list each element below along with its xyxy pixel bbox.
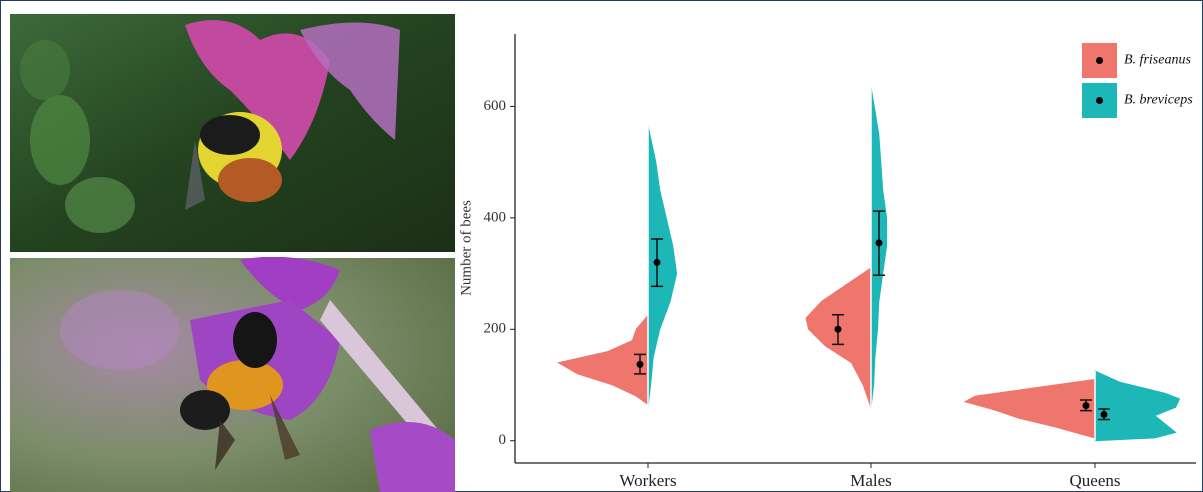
mean-point — [1082, 402, 1090, 410]
legend-label: B. friseanus — [1124, 53, 1191, 68]
violin-half — [963, 378, 1096, 439]
x-tick-label: Males — [850, 471, 892, 490]
violin-half — [1094, 370, 1181, 442]
y-axis-label: Number of bees — [458, 200, 474, 296]
photo-top — [10, 14, 455, 252]
y-tick-label: 600 — [484, 98, 507, 114]
mean-point — [636, 360, 644, 368]
mean-point — [875, 239, 883, 247]
x-tick-label: Queens — [1070, 471, 1121, 490]
x-tick-label: Workers — [619, 471, 676, 490]
y-tick-label: 200 — [484, 321, 507, 337]
y-tick-label: 0 — [499, 432, 507, 448]
mean-point — [1100, 411, 1108, 419]
violin-half — [647, 125, 678, 408]
violin-half — [556, 313, 649, 406]
legend-key-point — [1096, 97, 1103, 104]
mean-point — [834, 325, 842, 333]
photo-bottom — [10, 256, 455, 492]
legend-label: B. breviceps — [1124, 93, 1193, 108]
legend-key-point — [1096, 57, 1103, 64]
mean-point — [653, 258, 661, 266]
y-tick-label: 400 — [484, 209, 507, 225]
